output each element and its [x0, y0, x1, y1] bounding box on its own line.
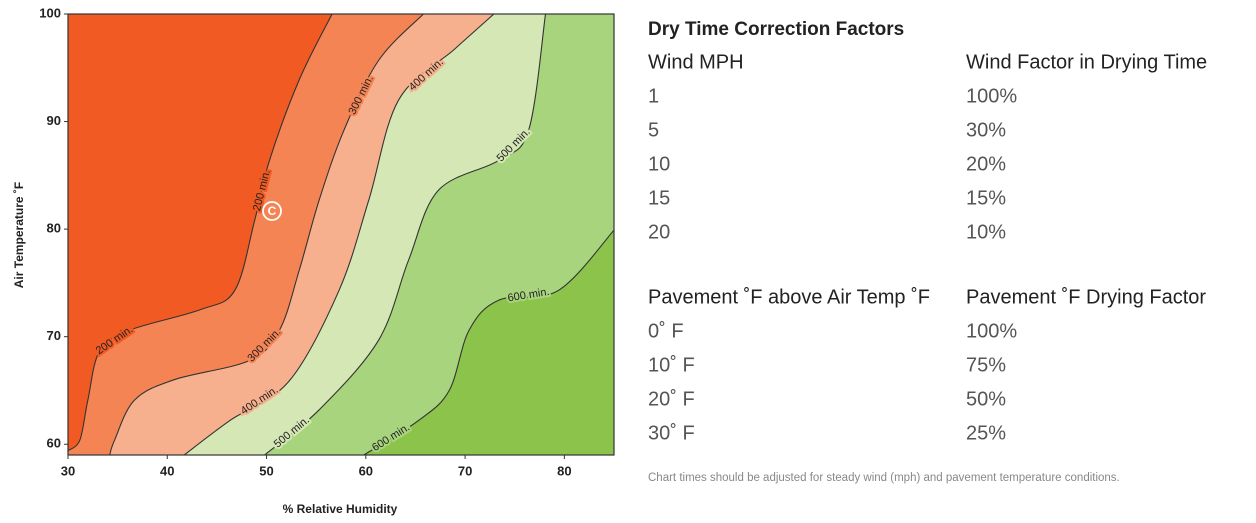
x-axis-title: % Relative Humidity	[283, 502, 398, 516]
table-header: Wind MPH	[648, 51, 744, 73]
table-cell: 10	[648, 153, 670, 175]
x-tick-label: 70	[458, 463, 472, 478]
x-tick-label: 40	[160, 463, 174, 478]
y-tick-label: 60	[47, 436, 61, 451]
table-cell: 0˚ F	[648, 320, 684, 342]
contour-line	[183, 14, 495, 455]
footnote: Chart times should be adjusted for stead…	[648, 472, 1120, 484]
annotation: C	[262, 201, 282, 221]
table-cell: 1	[648, 85, 659, 107]
y-tick-label: 90	[47, 113, 61, 128]
annotation-text: C	[268, 204, 277, 218]
table-cell: 30˚ F	[648, 422, 695, 444]
x-tick-label: 80	[557, 463, 571, 478]
table-cell: 15%	[966, 187, 1006, 209]
table-cell: 100%	[966, 85, 1017, 107]
table-cell: 75%	[966, 354, 1006, 376]
annotation-ring	[262, 201, 282, 221]
x-tick-label: 30	[61, 463, 75, 478]
contour-line	[363, 229, 614, 455]
table-title: Dry Time Correction Factors	[648, 19, 904, 40]
table-header: Pavement ˚F above Air Temp ˚F	[648, 286, 930, 308]
table-cell: 50%	[966, 388, 1006, 410]
y-tick-label: 80	[47, 221, 61, 236]
table-cell: 15	[648, 187, 670, 209]
table-cell: 10%	[966, 221, 1006, 243]
contour-line	[68, 14, 333, 452]
y-tick-label: 100	[39, 5, 61, 20]
plot-frame	[67, 13, 615, 456]
table-cell: 5	[648, 119, 659, 141]
table-cell: 25%	[966, 422, 1006, 444]
table-cell: 30%	[966, 119, 1006, 141]
plot-area: 200 min.200 min.300 min.300 min.400 min.…	[68, 14, 614, 455]
table-cell: 20%	[966, 153, 1006, 175]
x-tick-label: 50	[259, 463, 273, 478]
region	[68, 14, 614, 455]
table-header: Pavement ˚F Drying Factor	[966, 286, 1206, 308]
contour-line	[264, 14, 547, 455]
y-tick-label: 70	[47, 328, 61, 343]
x-tick-label: 60	[359, 463, 373, 478]
table-cell: 20˚ F	[648, 388, 695, 410]
y-axis-title: Air Temperature ˚F	[12, 182, 26, 288]
table-cell: 100%	[966, 320, 1017, 342]
table-header: Wind Factor in Drying Time	[966, 51, 1207, 73]
contour-line	[109, 14, 424, 455]
table-cell: 10˚ F	[648, 354, 695, 376]
table-cell: 20	[648, 221, 670, 243]
